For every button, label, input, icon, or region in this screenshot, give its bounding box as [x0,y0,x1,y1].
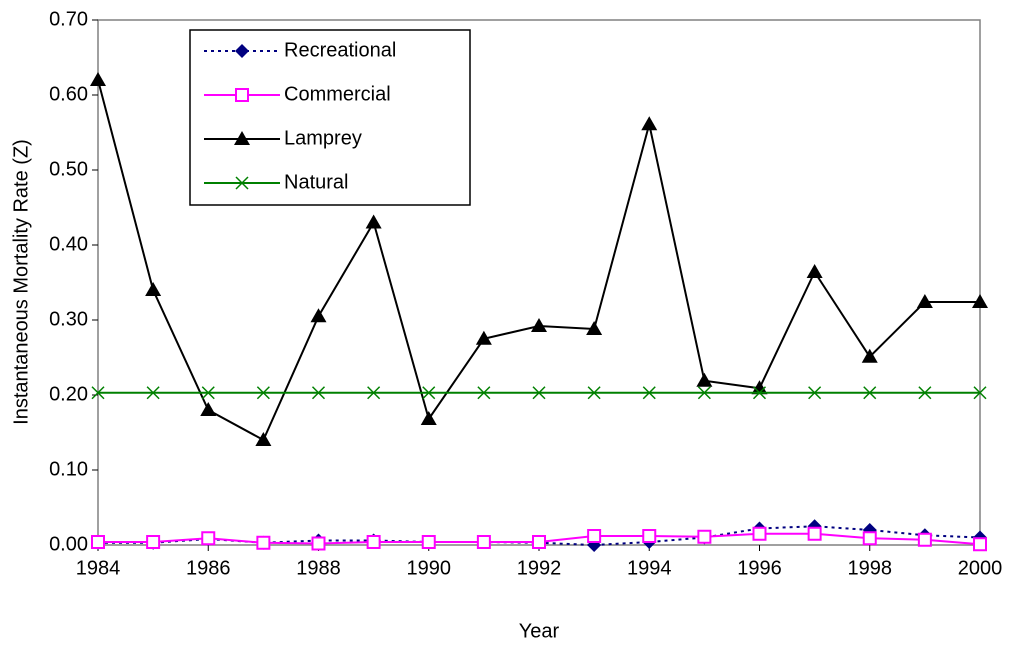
marker [532,386,546,400]
marker [422,386,436,400]
marker [201,531,216,546]
marker [146,535,161,549]
legend-label: Natural [284,171,348,193]
y-tick-label: 0.40 [49,233,88,255]
legend-label: Recreational [284,39,396,61]
marker [531,318,547,332]
legend-label: Lamprey [284,127,362,149]
marker [752,386,767,400]
marker [916,294,933,308]
marker [861,348,878,363]
x-tick-label: 2000 [958,557,1003,579]
marker [863,386,877,400]
y-tick-label: 0.30 [49,308,88,330]
marker [367,386,381,400]
marker [365,214,382,229]
x-tick-label: 1990 [407,557,452,579]
marker [752,526,767,541]
marker [256,535,271,550]
y-tick-label: 0.20 [49,383,88,405]
marker [256,386,270,400]
y-tick-label: 0.10 [49,458,88,480]
legend-marker [234,131,250,145]
x-tick-label: 1994 [627,557,672,579]
marker [587,529,602,543]
marker [917,532,932,547]
legend-box [189,29,471,206]
y-tick-label: 0.50 [49,158,88,180]
marker [697,529,712,544]
marker [751,380,768,395]
marker [918,386,932,400]
marker [973,386,987,400]
marker [477,386,491,400]
marker [310,308,327,323]
y-tick-label: 0.00 [49,533,88,555]
legend-marker [235,88,249,102]
x-tick-label: 1996 [737,557,782,579]
y-tick-label: 0.70 [49,8,88,30]
marker [641,116,658,131]
marker [146,386,160,400]
marker [475,330,492,345]
marker [862,531,877,546]
marker [311,536,326,551]
marker [476,535,491,549]
x-tick-label: 1984 [76,557,121,579]
legend-marker [235,44,249,58]
marker [91,535,105,549]
x-tick-label: 1998 [848,557,893,579]
marker [201,386,215,400]
marker [366,535,381,549]
marker [90,72,106,86]
marker [420,411,437,425]
x-tick-label: 1988 [296,557,341,579]
marker [311,386,326,400]
marker [91,386,105,400]
marker [697,386,711,400]
marker [532,535,546,549]
marker [587,386,601,400]
legend-label: Commercial [284,83,391,105]
x-axis-label: Year [519,620,560,642]
marker [642,529,657,543]
marker [808,386,822,400]
marker [145,282,162,296]
marker [200,402,217,416]
marker [972,294,988,308]
x-tick-label: 1986 [186,557,231,579]
marker [806,264,823,278]
x-tick-label: 1992 [517,557,562,579]
y-axis-label: Instantaneous Mortality Rate (Z) [10,139,32,425]
marker [696,372,713,387]
marker [642,386,656,400]
marker [973,537,987,552]
marker [586,321,603,335]
legend-marker [235,176,249,190]
marker [421,535,436,549]
y-tick-label: 0.60 [49,83,88,105]
marker [255,432,272,446]
marker [807,526,822,541]
